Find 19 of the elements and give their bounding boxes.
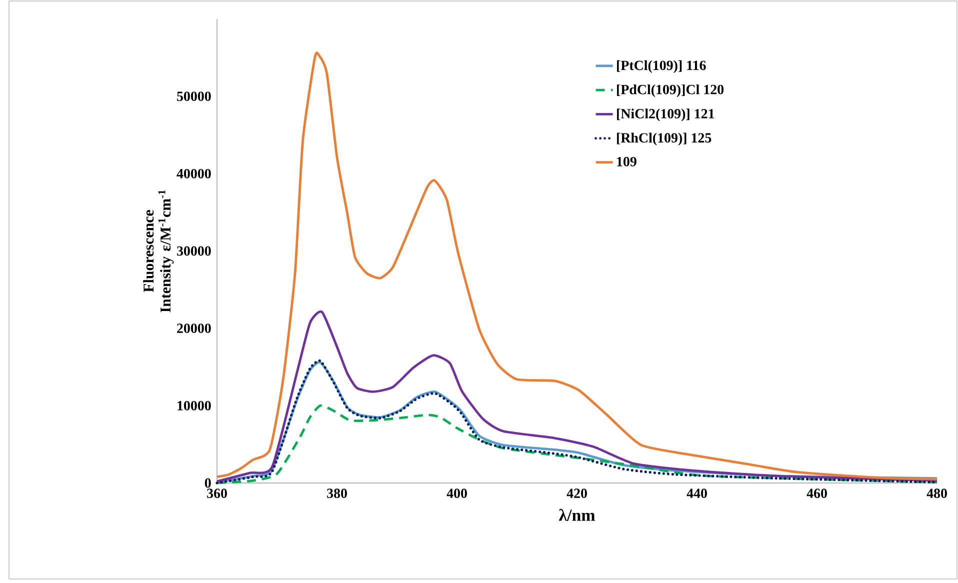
x-tick-label: 480: [926, 488, 947, 498]
y-tick-label: 20000: [177, 324, 211, 334]
x-tick-label: 360: [207, 488, 227, 498]
legend-label: 109: [617, 156, 636, 166]
legend-label: [RhCl(109)] 125: [617, 132, 712, 146]
y-tick-label: 30000: [177, 246, 211, 256]
x-axis-title: λ/nm: [558, 508, 595, 521]
y-tick-label: 50000: [177, 92, 211, 102]
y-tick-label: 40000: [176, 168, 211, 178]
x-tick-label: 400: [446, 488, 467, 498]
legend-label: [PtCl(109)] 116: [617, 60, 706, 73]
y-tick-label: 0: [204, 478, 211, 488]
legend-label: [PdCl(109)]Cl 120: [617, 84, 724, 98]
x-tick-label: 380: [327, 488, 347, 498]
y-tick-label: 10000: [178, 400, 211, 410]
legend-label: [NiCl2(109)] 121: [617, 108, 714, 122]
x-tick-label: 420: [566, 488, 587, 498]
x-tick-label: 460: [806, 488, 827, 498]
x-tick-label: 440: [686, 488, 707, 498]
